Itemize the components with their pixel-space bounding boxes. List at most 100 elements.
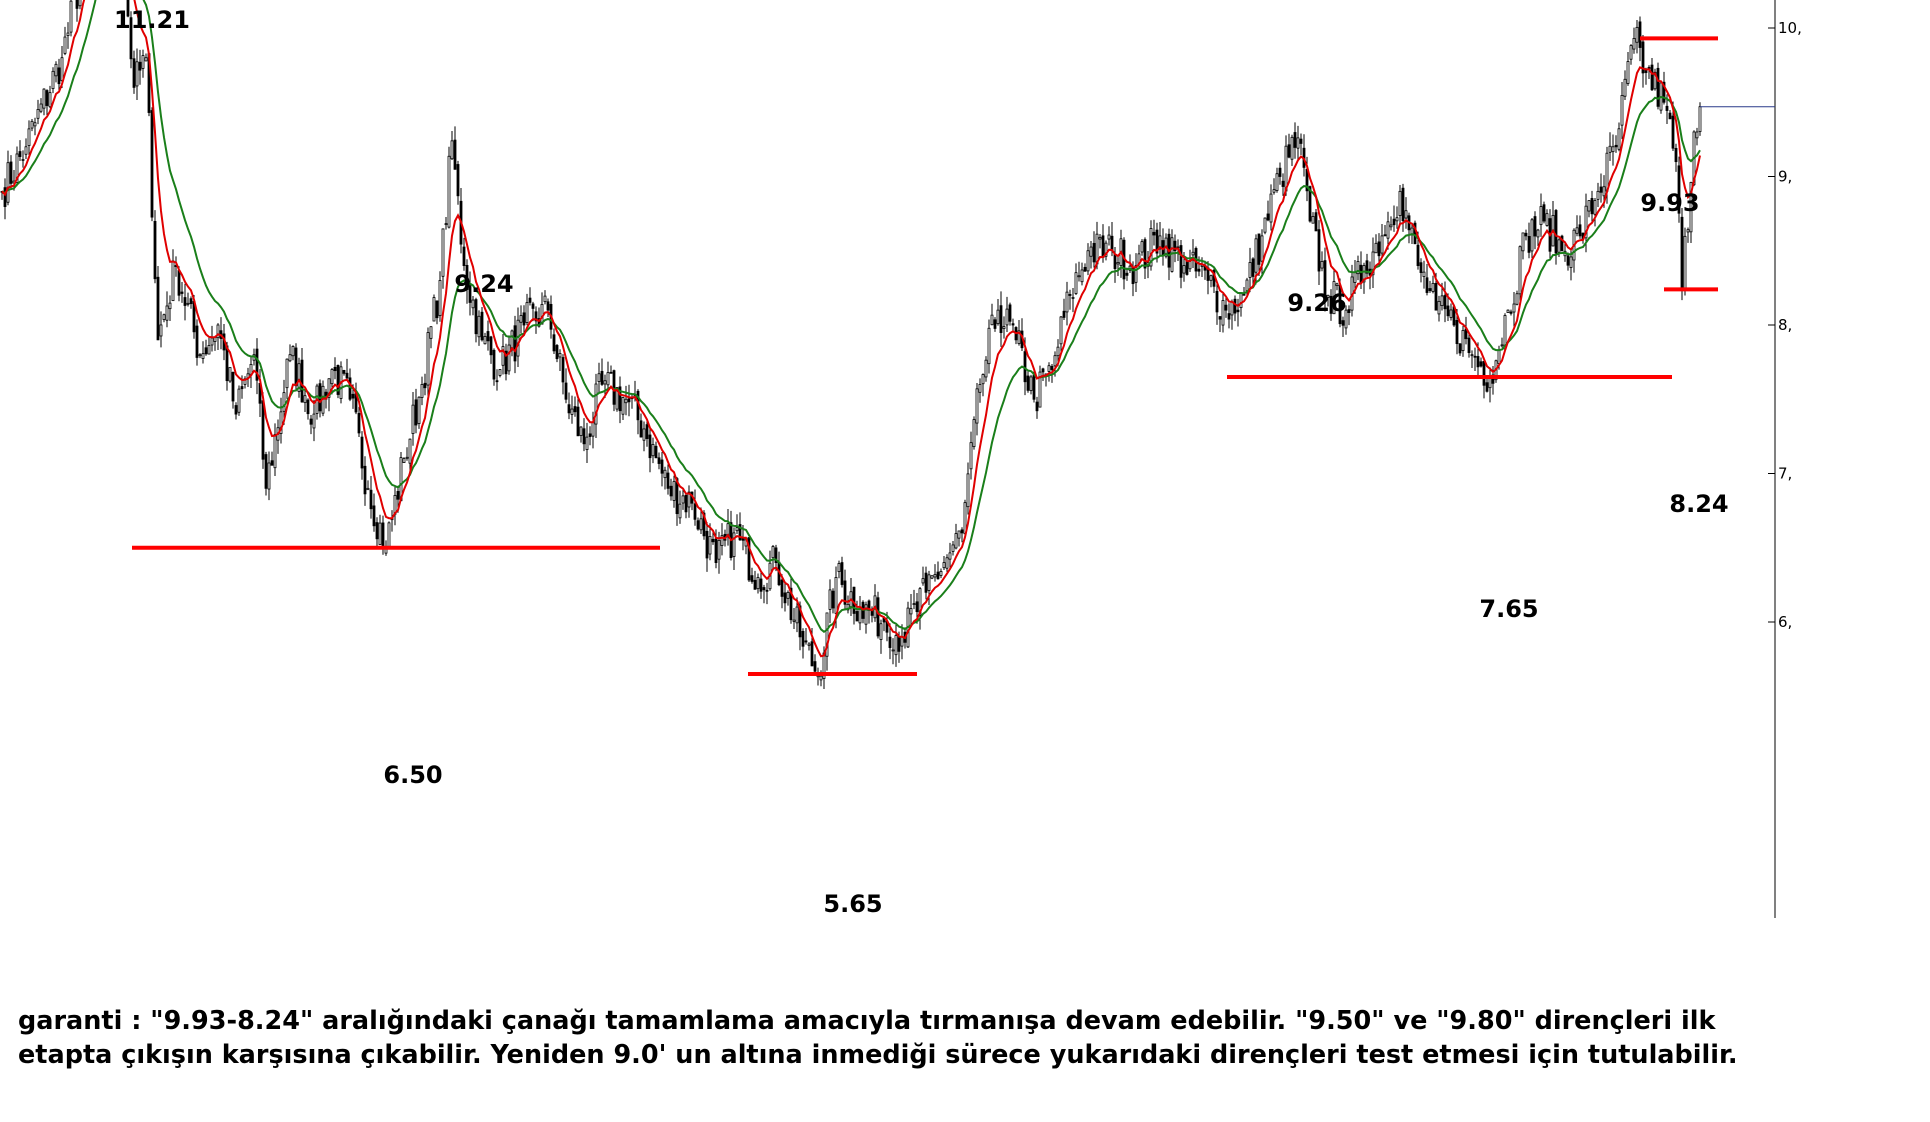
level-label: 7.65 [1479, 595, 1538, 623]
candle [1248, 247, 1252, 293]
candle [1566, 252, 1570, 271]
candle [1086, 243, 1090, 276]
candle [987, 319, 991, 374]
candle [1467, 333, 1471, 358]
candle [1383, 224, 1387, 237]
candle [1428, 280, 1432, 293]
candle [402, 457, 406, 464]
candle [1230, 299, 1234, 330]
candle [1059, 316, 1063, 355]
candle [1326, 294, 1330, 307]
candle [1518, 245, 1522, 301]
candle [681, 487, 685, 510]
candle [1236, 298, 1240, 327]
candle [891, 638, 895, 665]
candle [1281, 173, 1285, 196]
candle [1080, 262, 1084, 286]
candle [1005, 296, 1009, 332]
candle [975, 383, 979, 436]
candle [168, 295, 172, 322]
candle [1140, 239, 1144, 256]
candle [366, 480, 370, 491]
candle [1257, 233, 1261, 277]
candle [543, 290, 547, 305]
candle [570, 395, 574, 424]
level-label: 9.93 [1640, 189, 1699, 217]
candle [1323, 247, 1327, 312]
candle [1545, 209, 1549, 227]
analysis-commentary: garanti : "9.93-8.24" aralığındaki çanağ… [18, 1006, 1738, 1070]
candle [1209, 274, 1213, 288]
candle [180, 282, 184, 303]
candle [1041, 367, 1045, 381]
candle [1329, 289, 1333, 321]
candle [558, 349, 562, 372]
candle [1161, 228, 1165, 266]
candle [759, 570, 763, 599]
candle [1215, 282, 1219, 325]
price-axis: 6,7,8,9,10,11, [1768, 0, 1802, 918]
candle [429, 326, 433, 349]
candle [669, 478, 673, 501]
candle [666, 464, 670, 495]
candle [375, 517, 379, 547]
candle [1662, 71, 1666, 105]
candle [519, 305, 523, 334]
candle [960, 527, 964, 543]
candle [1092, 231, 1096, 268]
candle [138, 49, 142, 85]
candle [1392, 205, 1396, 232]
candle [432, 294, 436, 322]
candle [1551, 200, 1555, 247]
candle [1521, 232, 1525, 260]
candle [204, 339, 208, 356]
candle [1623, 70, 1627, 101]
candle [309, 414, 313, 435]
candle [825, 612, 829, 671]
candle [1296, 125, 1300, 162]
candle [771, 545, 775, 570]
candle [393, 485, 397, 526]
candle [804, 628, 808, 645]
candle [1431, 275, 1435, 294]
candle [483, 332, 487, 345]
candle [1479, 357, 1483, 368]
candle [1275, 167, 1279, 193]
candle [1524, 229, 1528, 241]
candle [186, 292, 190, 307]
candle [1221, 292, 1225, 333]
candle [153, 210, 157, 284]
candle [864, 601, 868, 634]
candle [1626, 52, 1630, 86]
short-moving-average-line [1, 0, 1701, 658]
candle [1593, 198, 1597, 227]
candle [183, 283, 187, 321]
candle [486, 320, 490, 351]
candle [1278, 162, 1282, 185]
candle [828, 579, 832, 624]
candle [1596, 182, 1600, 208]
candle [858, 595, 862, 631]
candle [1029, 374, 1033, 395]
candle [1062, 298, 1066, 321]
candle [3, 178, 7, 220]
candle [207, 337, 211, 355]
candle [1008, 302, 1012, 326]
candle [1674, 143, 1678, 172]
candle [249, 356, 253, 388]
candle [780, 574, 784, 609]
candle [927, 570, 931, 606]
candle [1077, 261, 1081, 282]
candle [912, 589, 916, 610]
level-label: 6.50 [383, 761, 442, 789]
candle [768, 550, 772, 591]
candle [1203, 260, 1207, 280]
candle [306, 398, 310, 420]
candle [1635, 19, 1639, 54]
candle [30, 118, 34, 132]
candle [201, 341, 205, 364]
candle [1335, 282, 1339, 291]
candle [1599, 173, 1603, 203]
candle [1083, 263, 1087, 272]
candle [1212, 266, 1216, 293]
